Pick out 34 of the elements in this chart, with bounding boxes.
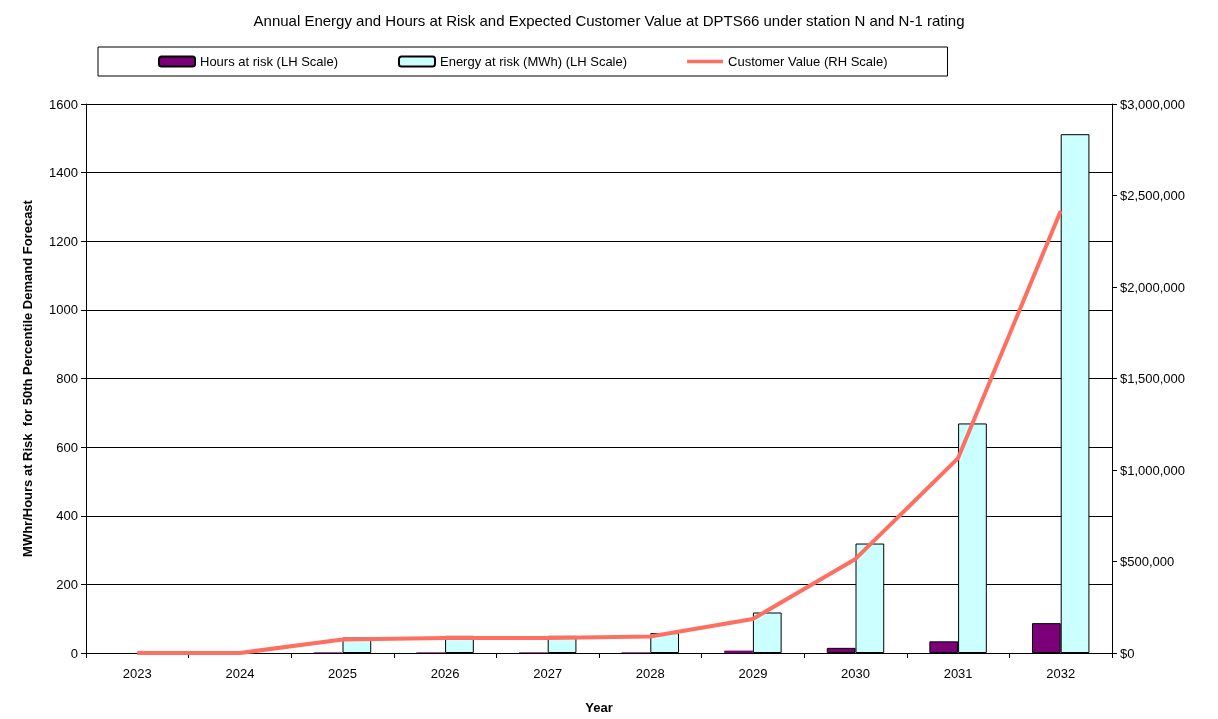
y2-tick-label: $0 — [1120, 645, 1135, 661]
x-tick-label: 2026 — [430, 666, 460, 681]
legend-label: Energy at risk (MWh) (LH Scale) — [439, 54, 628, 69]
y2-tick-label: $1,500,000 — [1120, 371, 1186, 386]
y-tick-label: 400 — [56, 508, 78, 524]
y-tick-label: 600 — [56, 439, 78, 455]
y2-tick-label: $2,000,000 — [1120, 279, 1186, 295]
y-tick-label: 0 — [70, 645, 78, 661]
x-tick-label: 2024 — [225, 666, 255, 681]
x-tick-label: 2028 — [635, 666, 665, 681]
x-tick-label: 2032 — [1046, 666, 1076, 681]
y-tick-label: 1200 — [49, 233, 78, 249]
y2-tick-label: $500,000 — [1120, 554, 1175, 569]
bar — [752, 612, 782, 653]
y2-tick-label: $1,000,000 — [1120, 462, 1186, 478]
y2-tick-label: $2,500,000 — [1120, 188, 1186, 203]
y-tick-label: 1000 — [49, 302, 78, 318]
y2-tick-label: $3,000,000 — [1120, 96, 1186, 112]
x-tick-label: 2030 — [841, 666, 870, 681]
x-tick-label: 2029 — [738, 666, 768, 681]
x-tick-label: 2031 — [943, 666, 973, 681]
legend-label: Customer Value (RH Scale) — [728, 54, 888, 69]
x-tick-label: 2025 — [328, 666, 357, 681]
y-tick-label: 800 — [56, 371, 78, 386]
line-series — [135, 209, 1063, 655]
y-tick-label: 1400 — [49, 165, 78, 181]
y-axis-title: MWhr/Hours at Risk for 50th Percentile Demand Forecast — [20, 199, 35, 557]
y-tick-label: 1600 — [49, 96, 78, 112]
x-axis-title: Year — [585, 700, 613, 715]
x-tick-label: 2023 — [122, 666, 152, 681]
x-tick-label: 2027 — [533, 666, 563, 681]
chart-title: Annual Energy and Hours at Risk and Expected Customer Value at DPTS66 under station N and N-1 rating — [253, 12, 965, 29]
y-tick-label: 200 — [56, 576, 78, 592]
legend-label: Hours at risk (LH Scale) — [200, 54, 338, 69]
